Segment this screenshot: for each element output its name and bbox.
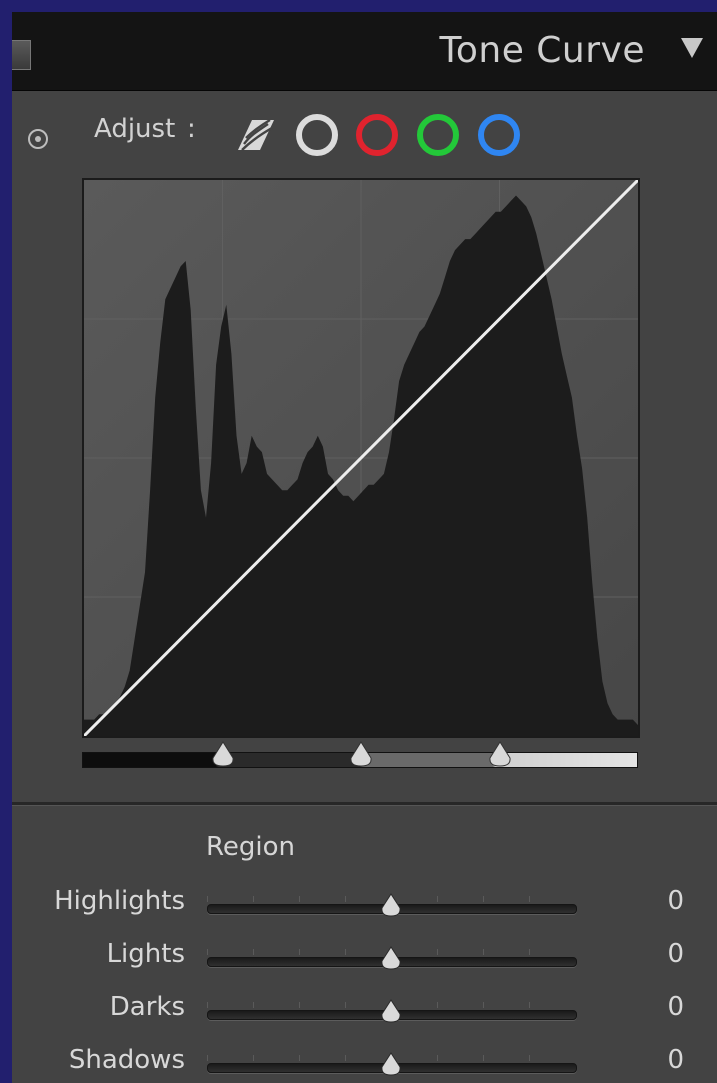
lights-value[interactable]: 0: [667, 939, 684, 969]
section-divider: [12, 802, 717, 806]
panel-header[interactable]: Tone Curve: [12, 12, 717, 91]
tone-curve-line[interactable]: [84, 180, 638, 736]
blue-channel-icon[interactable]: [478, 114, 520, 156]
adjust-label: Adjust: [94, 114, 176, 144]
tone-curve-graph[interactable]: [82, 178, 640, 738]
shadows-slider-thumb[interactable]: [379, 1051, 403, 1079]
shadows-slider-row: Shadows 0: [12, 1043, 717, 1083]
green-channel-icon[interactable]: [417, 114, 459, 156]
highlights-value[interactable]: 0: [667, 886, 684, 916]
darks-slider-thumb[interactable]: [379, 998, 403, 1026]
highlights-label: Highlights: [54, 886, 185, 916]
darks-label: Darks: [109, 992, 185, 1022]
rgb-channel-icon[interactable]: [296, 114, 338, 156]
adjust-colon: :: [187, 114, 196, 144]
midtones-split-handle[interactable]: [348, 740, 374, 770]
highlights-split-handle[interactable]: [487, 740, 513, 770]
shadows-split-handle[interactable]: [210, 740, 236, 770]
lights-label: Lights: [106, 939, 185, 969]
lights-slider-thumb[interactable]: [379, 945, 403, 973]
panel-title: Tone Curve: [439, 30, 645, 71]
highlights-slider-thumb[interactable]: [379, 892, 403, 920]
red-channel-icon[interactable]: [356, 114, 398, 156]
darks-value[interactable]: 0: [667, 992, 684, 1022]
lights-slider-row: Lights 0: [12, 937, 717, 981]
shadows-value[interactable]: 0: [667, 1045, 684, 1075]
collapse-triangle-icon[interactable]: [681, 38, 703, 58]
shadows-label: Shadows: [68, 1045, 185, 1075]
parametric-curve-icon[interactable]: [234, 114, 278, 158]
tone-curve-panel: Tone Curve Adjust :: [12, 12, 717, 1083]
targeted-adjustment-icon[interactable]: [28, 129, 48, 149]
histogram: [84, 195, 638, 736]
region-heading: Region: [206, 832, 296, 862]
panel-edge-handle[interactable]: [12, 40, 31, 70]
darks-slider-row: Darks 0: [12, 990, 717, 1034]
highlights-slider-row: Highlights 0: [12, 884, 717, 928]
